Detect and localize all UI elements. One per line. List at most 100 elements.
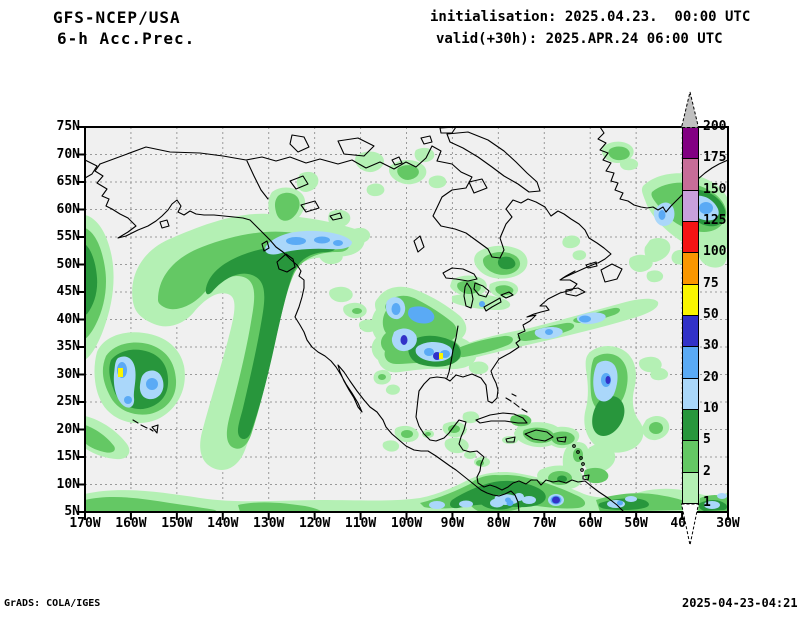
colorbar-segment-30-50 — [683, 316, 698, 348]
creation-timestamp: 2025-04-23-04:21 — [682, 596, 798, 610]
colorbar-level-label: 150 — [703, 181, 727, 197]
lon-tick-label: 50W — [624, 516, 648, 531]
colorbar-level-label: 125 — [703, 213, 727, 228]
colorbar-segment-150-175 — [683, 159, 698, 191]
colorbar-segment-125-150 — [683, 190, 698, 222]
lon-tick-label: 130W — [253, 516, 285, 531]
valid-time-line: valid(+30h): 2025.APR.24 06:00 UTC — [436, 31, 723, 47]
lat-tick-label: 55N — [56, 229, 80, 244]
river-st-lawrence — [562, 262, 598, 279]
lake-winnipeg — [413, 235, 425, 253]
lon-tick-label: 70W — [532, 516, 557, 531]
lon-tick-label: 100W — [390, 516, 423, 531]
coastlines — [85, 127, 728, 512]
coastline-east-gulf-carib — [415, 270, 625, 512]
lon-tick-label: 140W — [207, 516, 239, 531]
precip-regions-50-75 — [118, 353, 443, 377]
island-antilles-dot — [580, 468, 584, 472]
island-hispaniola — [524, 429, 554, 442]
product-title: 6-h Acc.Prec. — [57, 29, 196, 48]
colorbar-level-label: 1 — [703, 495, 711, 510]
lon-tick-label: 170W — [69, 516, 101, 531]
island-newfoundland — [600, 263, 623, 283]
island-trinidad — [582, 474, 590, 481]
lat-tick-label: 60N — [56, 201, 80, 217]
colorbar-level-label: 200 — [703, 119, 727, 134]
island-antilles-dot — [572, 444, 576, 448]
colorbar-segment-175-200 — [683, 128, 698, 160]
island-nova-scotia — [565, 287, 586, 297]
island-banks — [289, 134, 310, 153]
lake-erie — [483, 297, 502, 312]
lake-athabasca — [329, 212, 343, 221]
lat-tick-label: 25N — [56, 394, 80, 409]
island-cuba — [475, 412, 528, 424]
axis-ticks — [77, 126, 729, 520]
lon-tick-label: 120W — [298, 516, 331, 531]
colorbar-level-label: 30 — [703, 338, 719, 354]
colorbar-segment-20-30 — [683, 347, 698, 379]
lat-tick-label: 70N — [56, 146, 80, 162]
colorbar-segment-100-125 — [683, 222, 698, 254]
colorbar-segment-2-5 — [683, 441, 698, 473]
island-antilles-dot — [579, 456, 583, 460]
island-kodiak — [159, 219, 170, 229]
island-baffin — [446, 131, 541, 193]
lat-tick-label: 10N — [56, 476, 80, 492]
lon-tick-label: 110W — [344, 516, 377, 531]
colorbar-level-label: 20 — [703, 369, 719, 385]
lat-tick-label: 30N — [56, 366, 80, 382]
lon-tick-label: 60W — [578, 516, 602, 531]
island-king-william — [391, 156, 403, 166]
coastline-arctic-east — [99, 145, 612, 264]
island-haida-gwaii — [261, 240, 270, 252]
lon-tick-label: 160W — [115, 516, 147, 531]
colorbar-segment-75-100 — [683, 253, 698, 285]
lake-great-slave — [300, 200, 320, 213]
islands-bahamas — [505, 393, 528, 413]
island-puerto-rico — [556, 436, 567, 443]
lon-tick-label: 90W — [440, 516, 465, 531]
colorbar-level-label: 75 — [703, 275, 719, 291]
lake-ontario — [500, 291, 514, 299]
lake-michigan — [463, 282, 474, 309]
lat-tick-label: 20N — [56, 421, 80, 437]
island-jamaica — [505, 436, 516, 443]
island-vancouver — [276, 253, 296, 273]
lat-tick-label: 5N — [64, 504, 80, 519]
precipitation-colorbar — [682, 127, 699, 505]
colorbar-level-label: 5 — [703, 432, 711, 448]
lon-tick-label: 40W — [670, 516, 694, 531]
lat-tick-label: 35N — [56, 339, 80, 354]
lat-tick-label: 50N — [56, 256, 80, 272]
coastline-pacific-west — [94, 163, 520, 512]
island-antilles-dot — [576, 450, 580, 454]
lat-tick-label: 65N — [56, 174, 80, 189]
lat-tick-label: 45N — [56, 284, 80, 299]
island-southampton — [468, 178, 488, 194]
lon-tick-label: 30W — [716, 516, 740, 531]
coastline-chukotka — [85, 159, 98, 179]
river-mississippi — [446, 325, 459, 379]
lon-tick-label: 150W — [161, 516, 193, 531]
river-mackenzie — [246, 160, 269, 200]
lake-huron — [473, 282, 490, 298]
colorbar-segment-50-75 — [683, 284, 698, 316]
island-antilles-dot — [581, 462, 585, 466]
init-time-line: initialisation: 2025.04.23. 00:00 UTC — [430, 9, 751, 25]
colorbar-segment-10-20 — [683, 378, 698, 410]
precip-regions-20-30 — [117, 202, 713, 506]
grads-credit: GrADS: COLA/IGES — [4, 598, 101, 609]
lat-tick-label: 40N — [56, 311, 80, 327]
islands-hawaii — [132, 419, 159, 434]
colorbar-level-label: 10 — [703, 401, 719, 416]
lon-tick-label: 80W — [486, 516, 511, 531]
colorbar-level-label: 50 — [703, 307, 719, 322]
lat-tick-label: 75N — [56, 119, 80, 134]
lat-tick-label: 15N — [56, 449, 80, 464]
island-somerset — [420, 135, 433, 145]
colorbar-segment-1-2 — [683, 472, 698, 504]
model-title: GFS-NCEP/USA — [53, 8, 181, 27]
